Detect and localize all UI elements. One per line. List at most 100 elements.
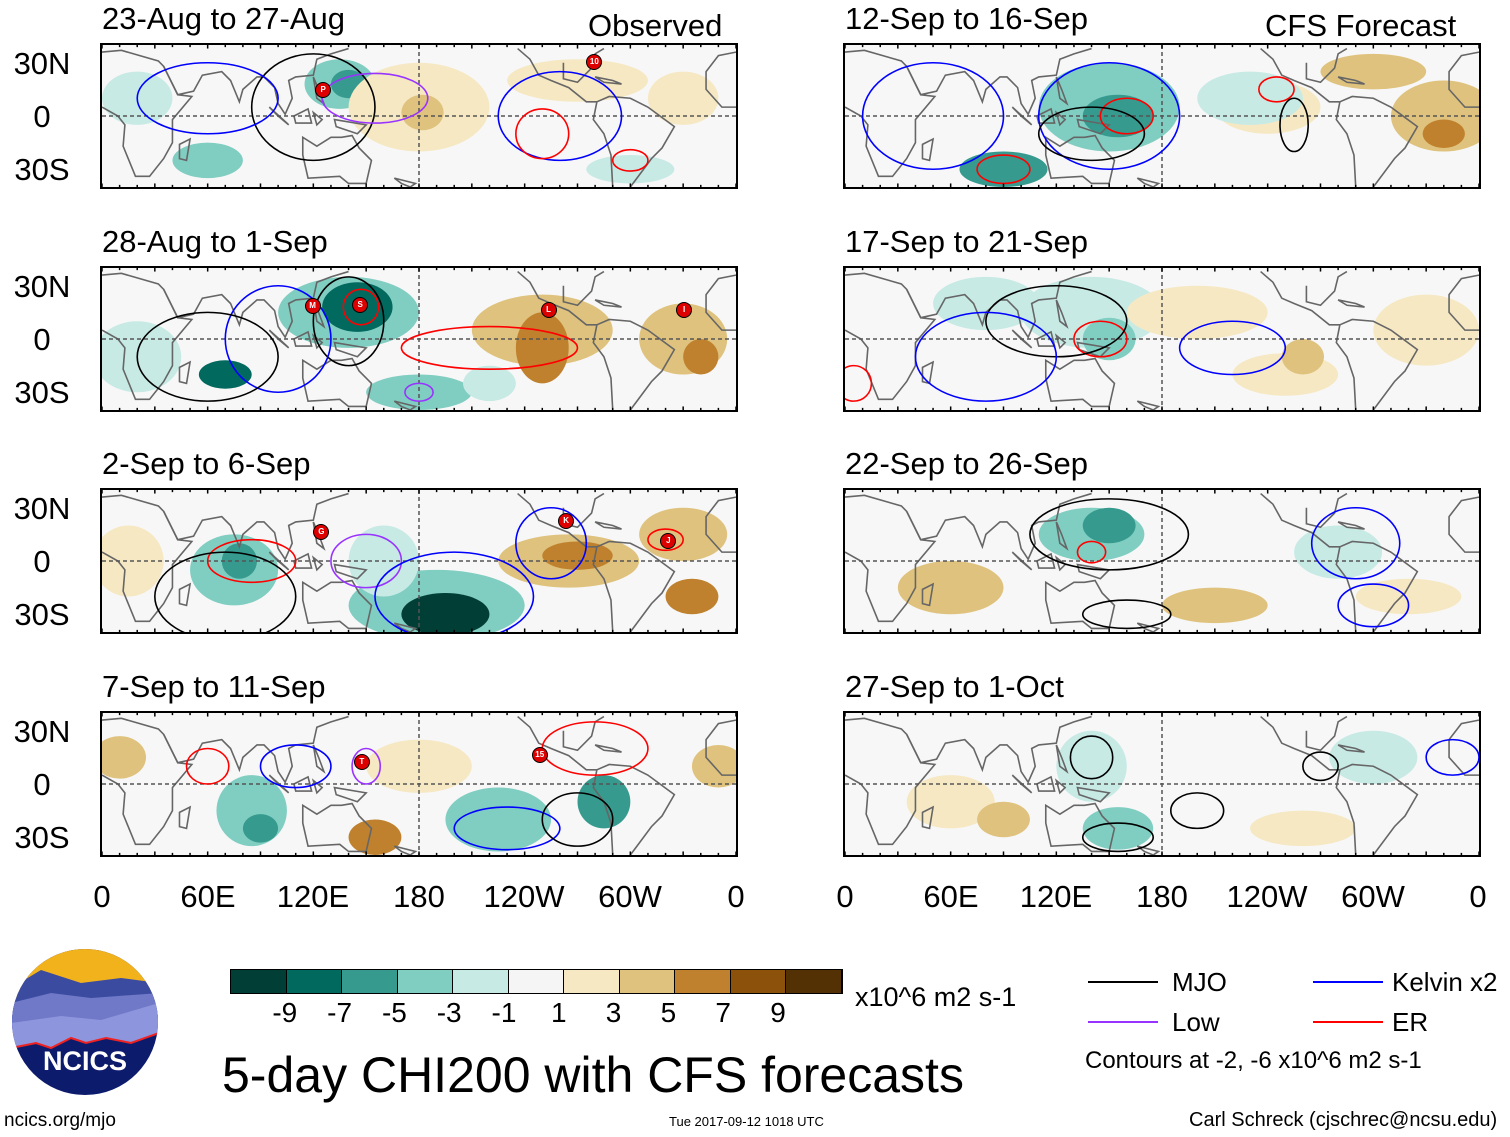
mjo-line-swatch bbox=[1088, 981, 1158, 983]
mjo-contour bbox=[155, 552, 296, 632]
coastline bbox=[164, 717, 349, 783]
lat-tick: 0 bbox=[33, 322, 51, 357]
tropical-cyclone-marker: K bbox=[558, 513, 575, 530]
anomaly-shading bbox=[1329, 730, 1418, 784]
colorbar-tick: -9 bbox=[272, 997, 298, 1028]
coastline bbox=[1056, 745, 1067, 772]
kelvin-line-swatch bbox=[1313, 981, 1383, 983]
legend-low: Low bbox=[1172, 1007, 1220, 1037]
coastline bbox=[907, 717, 1092, 783]
coastline bbox=[907, 272, 1092, 338]
coastline bbox=[179, 362, 190, 383]
coastline bbox=[706, 497, 736, 552]
kelvin-contour bbox=[375, 552, 534, 632]
lon-tick: 180 bbox=[1136, 879, 1188, 914]
kelvin-contour bbox=[137, 63, 278, 134]
coastline bbox=[907, 49, 1092, 115]
coastline bbox=[597, 96, 674, 187]
mjo-contour bbox=[1030, 499, 1189, 570]
coastline bbox=[595, 77, 621, 84]
anomaly-shading bbox=[507, 59, 648, 102]
mjo-contour bbox=[313, 277, 383, 366]
er-contour bbox=[208, 540, 296, 583]
anomaly-shading bbox=[1422, 119, 1465, 148]
anomaly-shading bbox=[1320, 53, 1427, 90]
coastline bbox=[1046, 581, 1115, 629]
contour-note: Contours at -2, -6 x10^6 m2 s-1 bbox=[1085, 1047, 1422, 1074]
colorbar-tick: 9 bbox=[770, 997, 786, 1028]
mjo-contour bbox=[1070, 736, 1112, 779]
colorbar-tick: -7 bbox=[327, 997, 353, 1028]
anomaly-shading bbox=[1126, 285, 1268, 339]
colorbar bbox=[230, 969, 843, 994]
lat-tick: 30N bbox=[13, 491, 71, 526]
panel-title: 7-Sep to 11-Sep bbox=[102, 669, 326, 704]
coastline bbox=[1340, 764, 1417, 855]
colorbar-tick: -3 bbox=[436, 997, 462, 1028]
mjo-contour bbox=[1039, 107, 1145, 160]
coastline bbox=[597, 764, 674, 855]
anomaly-shading bbox=[366, 739, 472, 793]
er-line-swatch bbox=[1313, 1021, 1383, 1023]
anomaly-shading bbox=[665, 578, 719, 615]
coastline bbox=[1306, 272, 1347, 306]
map-panel: G K J bbox=[100, 488, 738, 634]
anomaly-shading bbox=[586, 155, 675, 184]
lat-tick: 0 bbox=[33, 544, 51, 579]
lon-tick: 120E bbox=[276, 879, 350, 914]
coastline bbox=[907, 494, 1092, 560]
coastline bbox=[1449, 275, 1479, 330]
coastline bbox=[922, 807, 933, 828]
coastline bbox=[706, 720, 736, 775]
anomaly-shading bbox=[463, 365, 516, 402]
mjo-contour bbox=[137, 312, 278, 401]
anomaly-shading bbox=[683, 339, 719, 375]
coastline bbox=[922, 362, 933, 383]
coastline bbox=[313, 745, 324, 772]
map-panel bbox=[843, 711, 1481, 857]
er-contour bbox=[187, 749, 229, 785]
mjo-contour bbox=[542, 793, 612, 846]
logo-text: NCICS bbox=[43, 1046, 127, 1076]
er-contour bbox=[1074, 321, 1127, 357]
colorbar-tick: -1 bbox=[491, 997, 517, 1028]
tropical-cyclone-marker: S bbox=[352, 296, 369, 313]
colorbar-swatch bbox=[453, 970, 509, 993]
coastline bbox=[294, 109, 312, 123]
coastline bbox=[1056, 780, 1065, 792]
lon-tick: 120W bbox=[1226, 879, 1308, 914]
tropical-cyclone-marker: T bbox=[353, 753, 370, 770]
lon-tick: 120W bbox=[483, 879, 565, 914]
coastline bbox=[563, 272, 604, 306]
coastline bbox=[845, 718, 935, 844]
coastline bbox=[334, 788, 366, 802]
coastline bbox=[1056, 112, 1065, 124]
coastline bbox=[1306, 49, 1347, 83]
colorbar-swatch bbox=[730, 970, 786, 993]
colorbar-swatch bbox=[342, 970, 398, 993]
anomaly-shading bbox=[1197, 71, 1303, 125]
coastline bbox=[518, 272, 613, 410]
kelvin-contour bbox=[454, 807, 560, 850]
colorbar-tick: 5 bbox=[660, 997, 677, 1028]
panel-title: 12-Sep to 16-Sep bbox=[845, 1, 1089, 36]
site-url[interactable]: ncics.org/mjo bbox=[4, 1110, 116, 1131]
coastline bbox=[269, 552, 288, 570]
forecast-label: CFS Forecast bbox=[1265, 8, 1457, 43]
tropical-cyclone-marker: G bbox=[313, 523, 330, 540]
mjo-contour bbox=[1083, 823, 1153, 851]
coastline bbox=[563, 717, 604, 751]
anomaly-shading bbox=[348, 819, 402, 855]
anomaly-shading bbox=[102, 321, 182, 393]
colorbar-swatch bbox=[675, 970, 731, 993]
coastline bbox=[922, 584, 933, 605]
coastline bbox=[518, 717, 613, 855]
coastline bbox=[179, 139, 190, 160]
er-contour bbox=[1100, 98, 1153, 134]
coastline bbox=[1340, 319, 1417, 410]
panel-title: 28-Aug to 1-Sep bbox=[102, 224, 328, 259]
coastline bbox=[164, 49, 349, 115]
kelvin-contour bbox=[915, 312, 1056, 401]
author: Carl Schreck (cjschrec@ncsu.edu) bbox=[1189, 1109, 1498, 1131]
panel-title: 17-Sep to 21-Sep bbox=[845, 224, 1089, 259]
